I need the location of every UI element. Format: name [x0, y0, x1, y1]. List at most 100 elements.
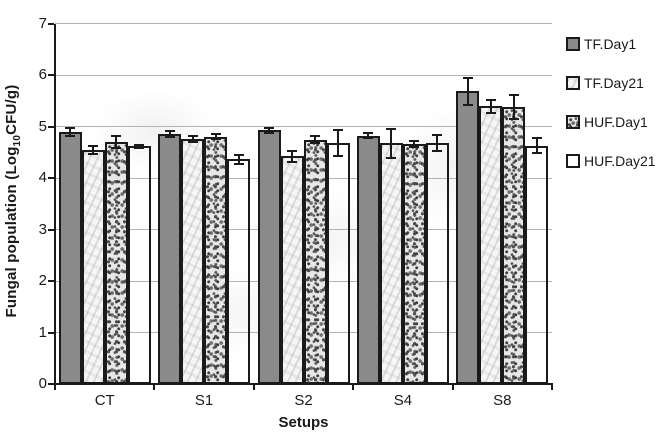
error-bar-TF.Day1-S8 — [466, 78, 469, 105]
error-bar-HUF.Day21-CT — [138, 144, 141, 148]
y-tick-label: 2 — [38, 272, 47, 289]
error-bar-cap-top — [485, 98, 496, 101]
x-tick-mark — [153, 384, 156, 390]
x-category-label-S8: S8 — [493, 392, 512, 409]
legend-marker-solid-gray-icon — [566, 37, 580, 51]
bar-HUF.Day21-S8 — [525, 145, 549, 384]
x-category-label-S4: S4 — [393, 392, 413, 409]
legend-label: TF.Day1 — [584, 36, 637, 52]
y-tick-mark — [48, 280, 54, 282]
y-tick-mark — [48, 177, 54, 179]
error-bar-cap-bottom — [88, 152, 99, 155]
error-bar-cap-top — [233, 154, 244, 157]
x-tick-mark — [451, 384, 454, 390]
x-tick-mark — [352, 384, 355, 390]
bar-TF.Day21-S2 — [280, 156, 304, 384]
error-bar-cap-bottom — [333, 155, 343, 158]
bar-HUF.Day1-S4 — [402, 144, 426, 384]
error-bar-cap-top — [210, 133, 221, 136]
bar-HUF.Day21-S1 — [227, 159, 251, 384]
error-bar-cap-top — [462, 77, 473, 80]
error-bar-cap-top — [287, 150, 297, 153]
legend-marker-white-icon — [566, 154, 580, 168]
error-bar-cap-top — [88, 144, 99, 147]
bar-TF.Day1-CT — [58, 131, 82, 384]
error-bar-cap-top — [409, 139, 420, 142]
error-bar-HUF.Day1-CT — [115, 135, 118, 149]
legend-item-HUF.Day1: HUF.Day1 — [566, 114, 648, 130]
x-axis-title: Setups — [278, 414, 329, 431]
bar-TF.Day1-S4 — [356, 135, 380, 384]
error-bar-TF.Day1-S1 — [168, 131, 171, 138]
error-bar-cap-top — [65, 126, 76, 129]
error-bar-cap-bottom — [287, 160, 297, 163]
error-bar-HUF.Day21-S4 — [436, 135, 439, 151]
error-bar-cap-bottom — [134, 146, 145, 149]
error-bar-cap-bottom — [462, 103, 473, 106]
y-tick-mark — [48, 331, 54, 334]
y-tick-mark — [48, 22, 54, 25]
bar-TF.Day21-CT — [81, 149, 105, 384]
bar-HUF.Day21-S2 — [326, 142, 350, 384]
error-bar-TF.Day1-S2 — [268, 127, 270, 133]
error-bar-cap-top — [134, 143, 145, 146]
error-bar-TF.Day21-S2 — [291, 151, 293, 162]
error-bar-TF.Day21-S4 — [390, 128, 393, 159]
error-bar-cap-bottom — [531, 152, 542, 155]
error-bar-cap-bottom — [485, 112, 496, 115]
x-axis-line — [54, 383, 553, 385]
y-tick-label: 5 — [38, 117, 47, 135]
x-tick-mark — [551, 384, 553, 390]
y-tick-label: 7 — [38, 14, 47, 32]
legend-label: HUF.Day21 — [584, 153, 656, 169]
y-tick-mark — [48, 383, 54, 385]
error-bar-cap-top — [432, 134, 443, 137]
y-tick-label: 1 — [38, 323, 47, 341]
error-bar-cap-bottom — [386, 157, 397, 160]
bar-TF.Day21-S8 — [479, 106, 503, 384]
gridline-y7 — [55, 23, 552, 24]
bar-HUF.Day1-S8 — [502, 106, 526, 384]
y-tick-label: 4 — [38, 169, 47, 186]
y-tick-label: 0 — [38, 375, 47, 392]
y-tick-mark — [48, 74, 54, 76]
error-bar-HUF.Day21-S8 — [535, 137, 538, 154]
error-bar-cap-top — [187, 134, 198, 137]
error-bar-cap-bottom — [187, 140, 198, 143]
error-bar-HUF.Day21-S1 — [237, 155, 240, 164]
legend-label: TF.Day21 — [584, 75, 644, 91]
error-bar-cap-bottom — [65, 134, 76, 137]
error-bar-HUF.Day1-S8 — [512, 94, 515, 120]
error-bar-cap-bottom — [409, 146, 420, 149]
y-tick-label: 6 — [38, 66, 47, 83]
x-category-label-S1: S1 — [194, 392, 214, 409]
error-bar-cap-top — [164, 130, 175, 133]
bar-HUF.Day21-S4 — [425, 142, 449, 384]
error-bar-cap-bottom — [432, 149, 443, 152]
legend-label: HUF.Day1 — [584, 114, 648, 130]
error-bar-HUF.Day1-S1 — [214, 134, 217, 140]
error-bar-cap-bottom — [310, 142, 320, 145]
y-axis-line — [54, 23, 56, 385]
error-bar-TF.Day1-S4 — [367, 133, 370, 139]
bar-TF.Day21-S1 — [181, 138, 205, 384]
error-bar-cap-bottom — [233, 162, 244, 165]
legend-item-TF.Day21: TF.Day21 — [566, 75, 644, 91]
bar-TF.Day1-S8 — [456, 91, 480, 384]
error-bar-TF.Day21-S8 — [489, 99, 492, 114]
error-bar-cap-bottom — [111, 147, 122, 150]
error-bar-cap-top — [111, 134, 122, 137]
x-tick-mark — [54, 384, 56, 390]
bar-TF.Day1-S2 — [257, 130, 281, 384]
error-bar-cap-top — [310, 135, 320, 138]
y-tick-mark — [48, 125, 54, 128]
error-bar-TF.Day21-S1 — [191, 135, 194, 142]
legend-marker-speckled-icon — [566, 115, 580, 129]
legend-item-HUF.Day21: HUF.Day21 — [566, 153, 656, 169]
error-bar-cap-bottom — [363, 137, 374, 140]
bar-TF.Day21-S4 — [379, 143, 403, 384]
legend-marker-light-texture-icon — [566, 76, 580, 90]
x-category-label-S2: S2 — [294, 392, 313, 409]
